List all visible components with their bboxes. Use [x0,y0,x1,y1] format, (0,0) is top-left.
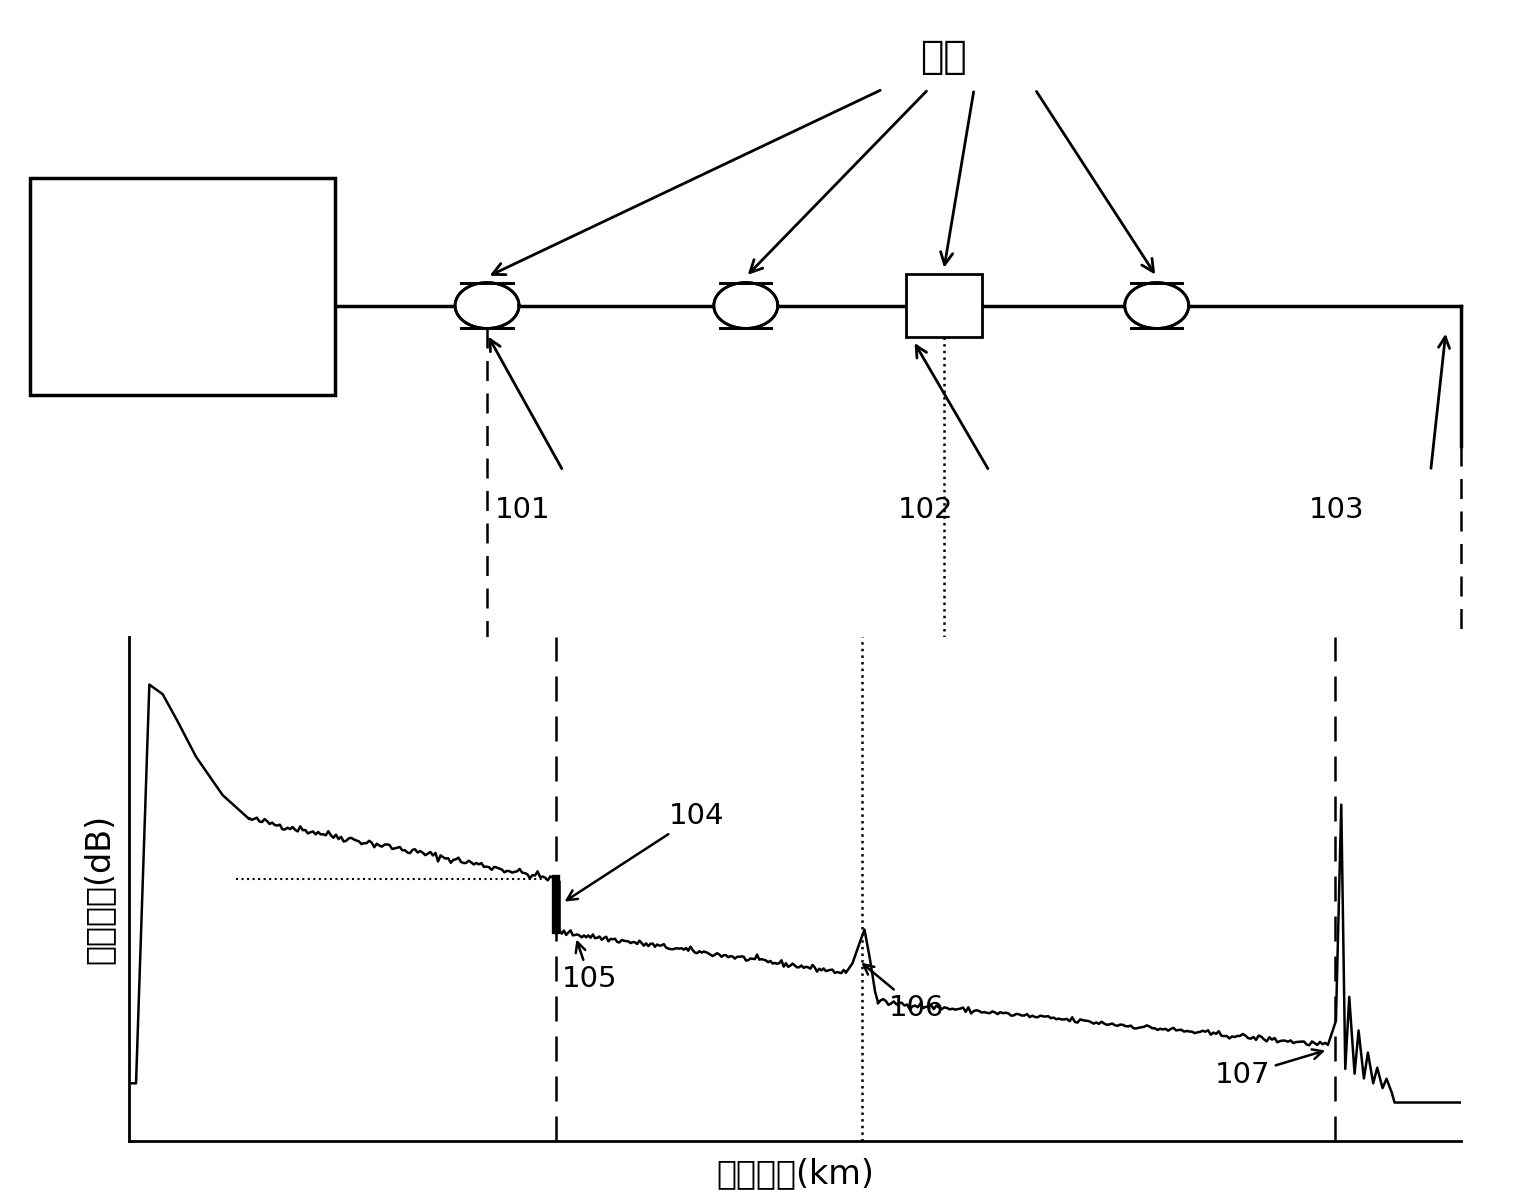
Bar [906,274,982,337]
Text: 107: 107 [1215,1050,1323,1089]
Text: 101: 101 [495,496,551,525]
Ellipse shape [1125,282,1189,328]
Ellipse shape [455,282,519,328]
Text: 光纤: 光纤 [921,38,966,77]
Text: 106: 106 [863,964,944,1022]
X-axis label: 光纤长度(km): 光纤长度(km) [717,1158,874,1190]
Text: 103: 103 [1309,496,1365,525]
Text: 104: 104 [566,802,724,900]
Y-axis label: 相对强度(dB): 相对强度(dB) [82,814,116,963]
Text: 102: 102 [898,496,953,525]
Text: 光时域反射仪: 光时域反射仪 [128,271,237,301]
Bar [30,178,335,395]
Ellipse shape [714,282,778,328]
Text: 105: 105 [562,942,618,993]
